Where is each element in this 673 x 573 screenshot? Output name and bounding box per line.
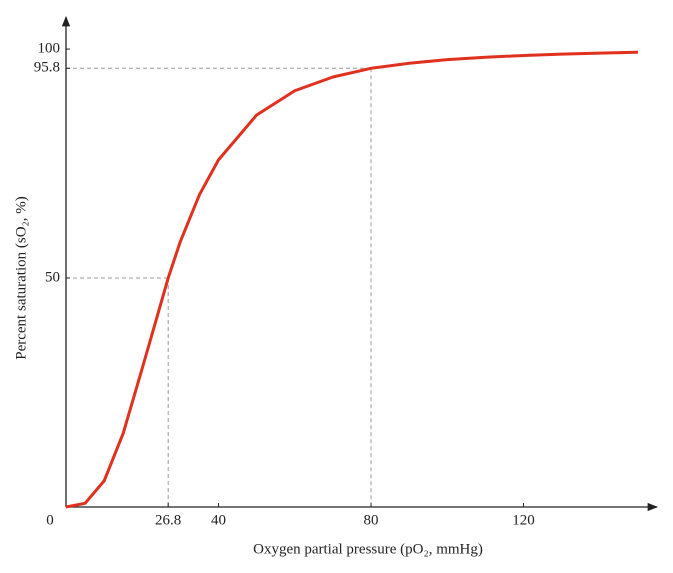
y-axis-label: Percent saturation (sO₂, %) [13,196,29,360]
y-tick-label: 100 [38,40,61,56]
y-tick-label: 95.8 [34,60,60,76]
x-tick-label: 40 [211,512,226,528]
x-tick-label: 80 [364,512,379,528]
x-tick-label: 26.8 [155,512,181,528]
curve [65,50,638,509]
y-tick-label: 50 [45,269,60,285]
x-tick-label: 120 [512,512,535,528]
x-axis-label: Oxygen partial pressure (pO₂, mmHg) [253,541,483,557]
x-tick-label: 0 [46,512,54,528]
